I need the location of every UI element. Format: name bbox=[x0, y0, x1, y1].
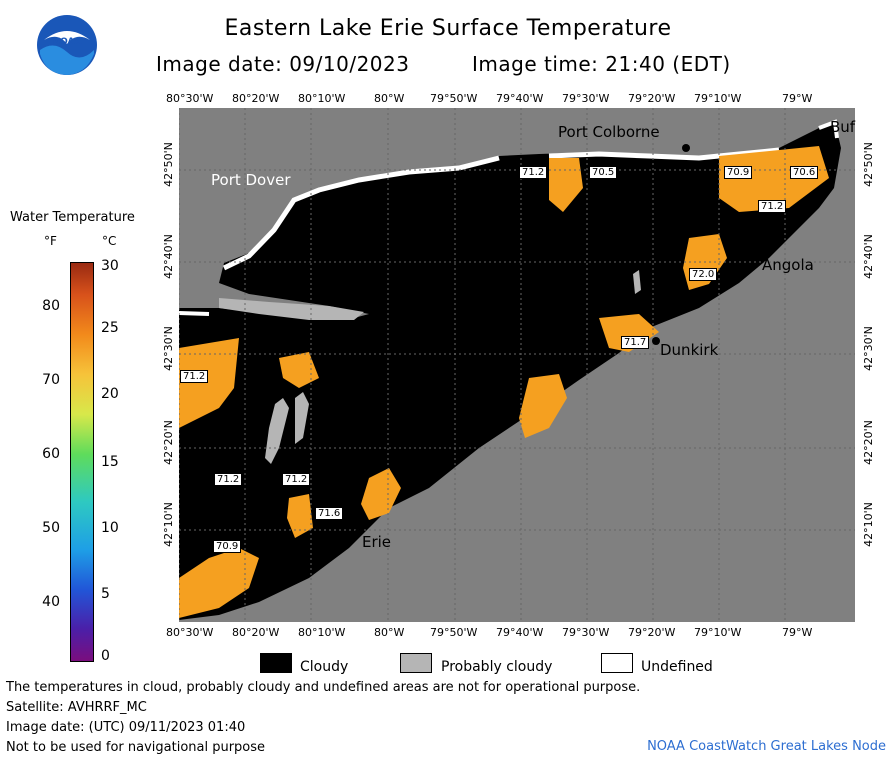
lake-erie-map bbox=[178, 108, 855, 622]
lon-tick: 79°10'W bbox=[694, 626, 742, 639]
legend-label-undefined: Undefined bbox=[641, 659, 713, 675]
lon-tick: 80°10'W bbox=[298, 626, 346, 639]
colorbar-c-tick: 25 bbox=[101, 320, 119, 336]
temp-label: 71.2 bbox=[214, 473, 243, 486]
page-title: Eastern Lake Erie Surface Temperature bbox=[224, 16, 672, 41]
undefined-edge bbox=[548, 147, 780, 161]
lat-tick: 42°40'N bbox=[161, 234, 175, 279]
graticule bbox=[178, 108, 855, 622]
lon-tick: 79°50'W bbox=[430, 626, 478, 639]
lon-tick: 80°30'W bbox=[166, 92, 214, 105]
temp-label: 70.5 bbox=[589, 166, 618, 179]
colorbar-f-tick: 40 bbox=[42, 594, 60, 610]
city-markers bbox=[355, 134, 833, 536]
colorbar-c-tick: 20 bbox=[101, 386, 119, 402]
footer-utc-date: Image date: (UTC) 09/11/2023 01:40 bbox=[6, 720, 246, 735]
undefined-edge bbox=[222, 155, 500, 271]
lon-tick: 80°10'W bbox=[298, 92, 346, 105]
lon-tick: 80°30'W bbox=[166, 626, 214, 639]
lon-tick: 79°40'W bbox=[496, 626, 544, 639]
lat-tick: 42°20'N bbox=[161, 420, 175, 465]
lake-cloud-area bbox=[179, 122, 841, 620]
temp-label: 70.9 bbox=[213, 540, 242, 553]
footer-nav-warning: Not to be used for navigational purpose bbox=[6, 740, 266, 755]
temp-label: 71.2 bbox=[519, 166, 548, 179]
temp-label: 71.7 bbox=[621, 336, 650, 349]
colorbar-f-tick: 60 bbox=[42, 446, 60, 462]
lat-tick: 42°40'N bbox=[861, 234, 875, 279]
temperature-colorbar bbox=[70, 262, 94, 662]
undefined-edge bbox=[818, 119, 839, 139]
legend-label-cloudy: Cloudy bbox=[300, 659, 349, 675]
legend-swatch-probably-cloudy bbox=[400, 653, 432, 673]
legend-label-probably-cloudy: Probably cloudy bbox=[441, 659, 553, 675]
temp-label: 71.2 bbox=[282, 473, 311, 486]
undefined-edge bbox=[178, 311, 210, 316]
lat-tick: 42°30'N bbox=[861, 326, 875, 371]
city-angola: Angola bbox=[762, 256, 814, 274]
temp-label: 72.0 bbox=[689, 268, 718, 281]
image-time: Image time: 21:40 (EDT) bbox=[472, 52, 731, 76]
lon-tick: 79°30'W bbox=[562, 626, 610, 639]
colorbar-c-tick: 30 bbox=[101, 258, 119, 274]
warm-water-patches bbox=[179, 146, 829, 618]
lon-tick: 79°W bbox=[782, 626, 813, 639]
lat-tick: 42°50'N bbox=[161, 142, 175, 187]
probably-cloudy-strip bbox=[219, 298, 364, 320]
lat-tick: 42°10'N bbox=[861, 502, 875, 547]
footer-satellite: Satellite: AVHRRF_MC bbox=[6, 700, 147, 715]
lat-tick: 42°10'N bbox=[161, 502, 175, 547]
colorbar-f-tick: 80 bbox=[42, 298, 60, 314]
probably-cloudy-patch bbox=[295, 392, 309, 444]
lon-tick: 79°30'W bbox=[562, 92, 610, 105]
city-port-colborne: Port Colborne bbox=[558, 123, 660, 141]
lon-tick: 80°W bbox=[374, 626, 405, 639]
temp-label: 71.2 bbox=[180, 370, 209, 383]
lon-tick: 80°W bbox=[374, 92, 405, 105]
lon-tick: 80°20'W bbox=[232, 92, 280, 105]
lat-tick: 42°20'N bbox=[861, 420, 875, 465]
footer-credit: NOAA CoastWatch Great Lakes Node bbox=[647, 739, 886, 754]
city-port-dover: Port Dover bbox=[211, 171, 291, 189]
lon-tick: 79°50'W bbox=[430, 92, 478, 105]
temp-label: 71.2 bbox=[758, 200, 787, 213]
unit-c: °C bbox=[102, 234, 117, 248]
city-buffalo: Buf bbox=[830, 118, 856, 136]
lon-tick: 79°20'W bbox=[628, 92, 676, 105]
legend-swatch-undefined bbox=[601, 653, 633, 673]
legend-swatch-cloudy bbox=[260, 653, 292, 673]
lon-tick: 79°20'W bbox=[628, 626, 676, 639]
unit-f: °F bbox=[44, 234, 57, 248]
legend-title: Water Temperature bbox=[10, 210, 135, 225]
colorbar-c-tick: 15 bbox=[101, 454, 119, 470]
city-erie: Erie bbox=[362, 533, 392, 551]
logo-text: NOAA bbox=[53, 37, 82, 47]
colorbar-c-tick: 0 bbox=[101, 648, 110, 664]
lon-tick: 80°20'W bbox=[232, 626, 280, 639]
temp-label: 70.9 bbox=[724, 166, 753, 179]
lon-tick: 79°10'W bbox=[694, 92, 742, 105]
colorbar-c-tick: 10 bbox=[101, 520, 119, 536]
noaa-logo-icon: NOAA bbox=[36, 14, 98, 76]
probably-cloudy-patch bbox=[633, 270, 641, 294]
colorbar-f-tick: 70 bbox=[42, 372, 60, 388]
temp-label: 71.6 bbox=[315, 507, 344, 520]
lon-tick: 79°40'W bbox=[496, 92, 544, 105]
lon-tick: 79°W bbox=[782, 92, 813, 105]
temp-label: 70.6 bbox=[790, 166, 819, 179]
colorbar-c-tick: 5 bbox=[101, 586, 110, 602]
city-dunkirk: Dunkirk bbox=[660, 341, 719, 359]
image-date: Image date: 09/10/2023 bbox=[156, 52, 410, 76]
colorbar-f-tick: 50 bbox=[42, 520, 60, 536]
lat-tick: 42°30'N bbox=[161, 326, 175, 371]
footer-note: The temperatures in cloud, probably clou… bbox=[6, 680, 641, 695]
lat-tick: 42°50'N bbox=[861, 142, 875, 187]
